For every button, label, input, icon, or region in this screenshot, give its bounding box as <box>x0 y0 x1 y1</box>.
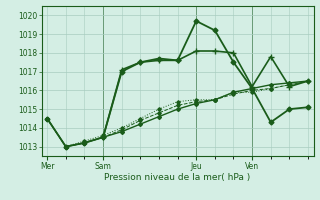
X-axis label: Pression niveau de la mer( hPa ): Pression niveau de la mer( hPa ) <box>104 173 251 182</box>
